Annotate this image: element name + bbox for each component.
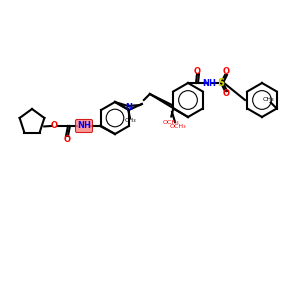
FancyBboxPatch shape: [76, 119, 92, 133]
Text: NH: NH: [202, 79, 216, 88]
Text: O: O: [223, 89, 230, 98]
Text: N: N: [125, 103, 133, 112]
Text: S: S: [218, 78, 225, 88]
Text: NH: NH: [77, 122, 91, 130]
Text: OCH₃: OCH₃: [163, 120, 180, 125]
Text: O: O: [64, 134, 70, 143]
Text: O: O: [194, 67, 201, 76]
Text: O: O: [50, 121, 58, 130]
Text: CH₃: CH₃: [124, 118, 136, 124]
Text: OCH₃: OCH₃: [170, 124, 186, 128]
Text: O: O: [223, 68, 230, 76]
Text: CH₃: CH₃: [263, 97, 274, 102]
